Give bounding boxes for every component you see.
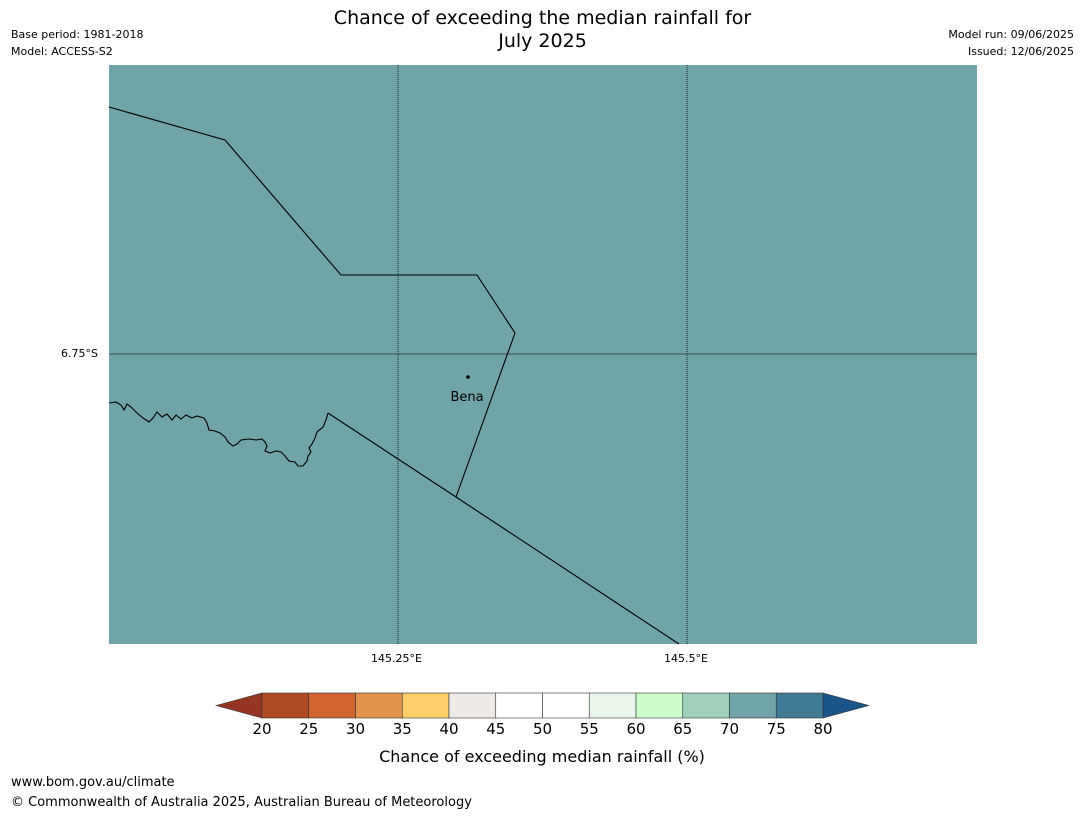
model-text: Model: ACCESS-S2 bbox=[11, 45, 113, 58]
colorbar-tick-label: 50 bbox=[533, 720, 552, 738]
colorbar-tick-label: 30 bbox=[346, 720, 365, 738]
colorbar-segment bbox=[401, 692, 450, 719]
header-right-info: Model run: 09/06/2025 Issued: 12/06/2025 bbox=[948, 26, 1074, 60]
title-line-2: July 2025 bbox=[498, 30, 587, 52]
header-left-info: Base period: 1981-2018 Model: ACCESS-S2 bbox=[11, 26, 143, 60]
colorbar-tick-label: 70 bbox=[720, 720, 739, 738]
colorbar-over-arrow bbox=[822, 692, 871, 719]
town-marker-bena bbox=[466, 375, 470, 379]
colorbar-segment bbox=[261, 692, 310, 719]
map-area bbox=[109, 65, 977, 644]
colorbar-label: Chance of exceeding median rainfall (%) bbox=[379, 747, 705, 766]
issued-text: Issued: 12/06/2025 bbox=[967, 45, 1074, 58]
colorbar-tick-label: 25 bbox=[299, 720, 318, 738]
lon-label-145-25e: 145.25°E bbox=[371, 652, 422, 665]
colorbar-tick-label: 60 bbox=[626, 720, 645, 738]
colorbar-tick-label: 55 bbox=[580, 720, 599, 738]
colorbar-segment bbox=[495, 692, 543, 719]
colorbar-segment bbox=[682, 692, 730, 719]
colorbar-under-arrow bbox=[214, 692, 263, 719]
colorbar-tick-label: 45 bbox=[486, 720, 505, 738]
lat-label-6-75s: 6.75°S bbox=[61, 347, 98, 360]
district-boundary bbox=[108, 106, 516, 498]
footer-copyright: © Commonwealth of Australia 2025, Austra… bbox=[11, 795, 472, 810]
colorbar-segment bbox=[635, 692, 684, 719]
colorbar-segment bbox=[542, 692, 590, 719]
map-title: Chance of exceeding the median rainfall … bbox=[0, 7, 1085, 53]
colorbar-tick-label: 80 bbox=[813, 720, 832, 738]
colorbar-segment bbox=[775, 692, 824, 719]
province-boundary bbox=[327, 412, 680, 645]
colorbar-tick-label: 20 bbox=[252, 720, 271, 738]
town-label-bena: Bena bbox=[450, 390, 483, 405]
colorbar-tick-label: 65 bbox=[673, 720, 692, 738]
colorbar-segment bbox=[308, 692, 356, 719]
colorbar-segment bbox=[355, 692, 403, 719]
colorbar-segment bbox=[448, 692, 497, 719]
colorbar-tick-label: 40 bbox=[439, 720, 458, 738]
title-line-1: Chance of exceeding the median rainfall … bbox=[333, 7, 752, 29]
coastline bbox=[108, 401, 329, 467]
base-period-text: Base period: 1981-2018 bbox=[11, 28, 144, 41]
colorbar-segment bbox=[729, 692, 777, 719]
lon-label-145-5e: 145.5°E bbox=[664, 652, 708, 665]
colorbar-segment bbox=[588, 692, 637, 719]
footer-url: www.bom.gov.au/climate bbox=[11, 775, 175, 790]
model-run-text: Model run: 09/06/2025 bbox=[948, 28, 1074, 41]
colorbar: 20 25 30 35 40 45 50 55 60 65 70 75 80 bbox=[214, 692, 871, 738]
colorbar-tick-label: 75 bbox=[767, 720, 786, 738]
colorbar-tick-label: 35 bbox=[393, 720, 412, 738]
